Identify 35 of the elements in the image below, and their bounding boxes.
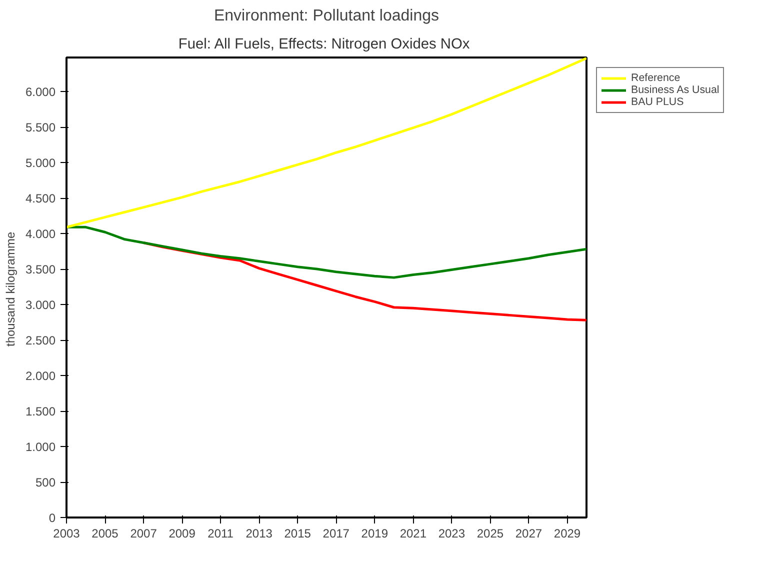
y-tick-label: 5.000	[25, 156, 56, 170]
y-tick-label: 500	[35, 476, 56, 490]
legend-label: Business As Usual	[631, 84, 720, 96]
chart-subtitle: Fuel: All Fuels, Effects: Nitrogen Oxides NOx	[178, 36, 470, 52]
line-series	[66, 226, 586, 279]
x-tick-label: 2015	[284, 526, 312, 540]
x-tick-label: 2025	[476, 526, 504, 540]
y-tick-label: 2.000	[25, 369, 56, 384]
x-tick-label: 2009	[168, 526, 196, 540]
x-tick-label: 2005	[92, 526, 119, 540]
x-tick-label: 2017	[322, 526, 350, 540]
legend-label: BAU PLUS	[631, 96, 684, 108]
x-tick-label: 2029	[554, 526, 581, 540]
line-series	[66, 58, 586, 228]
y-axis-title: thousand kilogramme	[3, 231, 18, 347]
y-tick-label: 1.000	[25, 440, 56, 454]
y-tick-label: 0	[48, 511, 56, 525]
x-tick-label: 2021	[400, 526, 427, 540]
x-tick-label: 2019	[361, 526, 388, 540]
y-tick-label: 3.500	[25, 262, 56, 277]
x-tick-label: 2013	[246, 526, 273, 540]
x-tick-label: 2007	[130, 526, 158, 540]
x-tick-label: 2003	[53, 526, 80, 540]
chart-title: Environment: Pollutant loadings	[214, 8, 440, 24]
y-tick-label: 4.000	[25, 227, 56, 242]
y-tick-label: 5.500	[25, 120, 56, 135]
x-tick-label: 2027	[515, 526, 542, 540]
y-tick-label: 2.500	[25, 334, 56, 348]
legend-label: Reference	[631, 72, 680, 84]
y-tick-label: 6.000	[25, 85, 56, 100]
y-tick-label: 1.500	[25, 404, 56, 419]
x-tick-label: 2011	[208, 526, 234, 540]
y-tick-label: 3.000	[25, 298, 56, 312]
y-tick-label: 4.500	[25, 192, 56, 206]
x-tick-label: 2023	[438, 526, 466, 540]
